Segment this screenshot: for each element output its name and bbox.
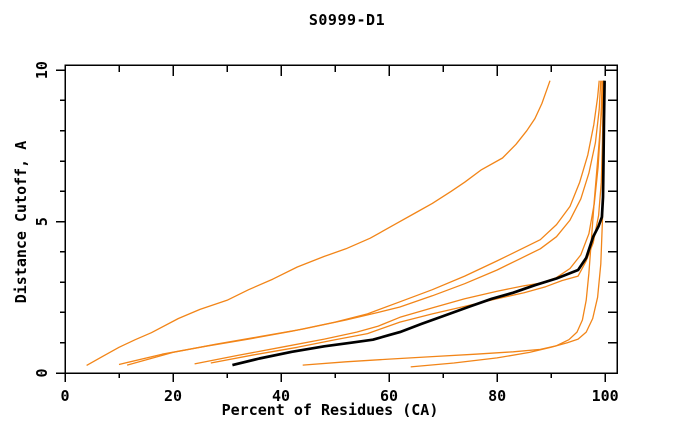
- chart-title: S0999-D1: [308, 11, 386, 29]
- series-line-model-1: [86, 80, 551, 366]
- series-line-model-6: [302, 80, 605, 366]
- series-line-model-4: [194, 80, 603, 365]
- axis-frame: [64, 64, 618, 374]
- series-line-reference-black: [232, 80, 606, 367]
- x-tick-label: 40: [272, 387, 290, 405]
- x-axis-label: Percent of Residues (CA): [221, 401, 439, 419]
- x-tick-label: 100: [592, 387, 619, 405]
- series-line-model-2: [118, 80, 600, 366]
- y-tick-label: 0: [33, 368, 51, 377]
- y-tick-label: 5: [33, 217, 51, 226]
- series-line-model-3: [126, 80, 602, 366]
- x-tick-label: 0: [60, 387, 69, 405]
- y-tick-label: 10: [33, 61, 51, 79]
- series-line-model-7: [410, 80, 605, 368]
- x-tick-label: 20: [164, 387, 182, 405]
- x-tick-label: 80: [488, 387, 506, 405]
- y-axis-label: Distance Cutoff, A: [12, 140, 30, 304]
- x-tick-label: 60: [380, 387, 398, 405]
- series-line-model-5: [210, 80, 604, 364]
